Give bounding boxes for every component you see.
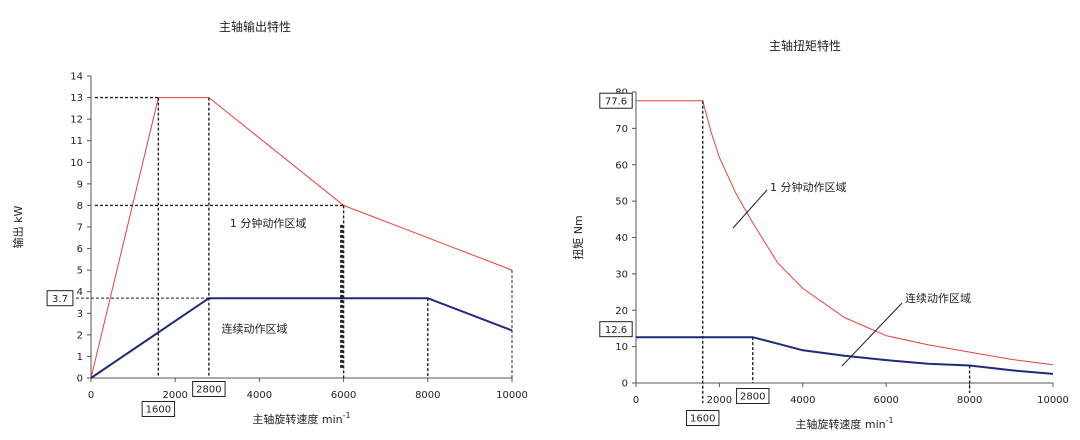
y-tick-label: 8	[77, 201, 83, 212]
boxed-value-1600: 1600	[146, 405, 171, 416]
y-tick-label: 10	[70, 158, 83, 169]
x-tick-label: 6000	[331, 390, 356, 401]
series-line-continuous	[90, 297, 513, 379]
y-tick-label: 12	[70, 115, 83, 126]
boxed-value-3-7-box	[46, 290, 74, 307]
y-tick-label: 40	[615, 233, 628, 244]
boxed-value-1600: 1600	[690, 414, 715, 425]
annotation-continuous: 连续动作区域	[905, 291, 971, 305]
series-line-short-term	[636, 100, 1054, 366]
y-tick-label: 11	[70, 136, 83, 147]
y-tick-label: 10	[615, 342, 628, 353]
y-tick-label: 0	[77, 374, 83, 385]
boxed-value-2800: 2800	[740, 392, 765, 403]
x-tick-label: 2000	[707, 395, 732, 406]
boxed-value-2800-box	[192, 381, 226, 397]
boxed-value-1600-box	[686, 410, 720, 426]
x-tick-label: 10000	[496, 390, 528, 401]
x-tick-label: 6000	[873, 395, 898, 406]
annotation-short-term: 1 分钟动作区域	[770, 180, 847, 194]
x-tick-label: 8000	[957, 395, 982, 406]
y-tick-label: 9	[77, 179, 83, 190]
y-axis-label: 输出 kW	[11, 206, 25, 249]
x-tick-label: 0	[88, 390, 94, 401]
y-tick-label: 14	[70, 72, 83, 83]
y-tick-label: 4	[77, 287, 83, 298]
y-tick-label: 7	[77, 223, 83, 234]
boxed-value-12-6: 12.6	[605, 325, 627, 336]
boxed-value-2800: 2800	[196, 385, 221, 396]
chart-title: 主轴输出特性	[219, 19, 291, 34]
annotation-short-term: 1 分钟动作区域	[230, 216, 307, 230]
x-tick-label: 0	[633, 395, 639, 406]
x-axis-label: 主轴旋转速度 min-1	[795, 416, 893, 431]
y-tick-label: 2	[77, 330, 83, 341]
x-axis-label: 主轴旋转速度 min-1	[252, 411, 350, 426]
y-tick-label: 1	[77, 352, 83, 363]
x-tick-label: 10000	[1037, 395, 1069, 406]
annotation-pointer-continuous	[841, 302, 903, 367]
chart-title: 主轴扭矩特性	[769, 38, 841, 53]
y-axis-label: 扭矩 Nm	[571, 215, 585, 259]
x-tick-label: 4000	[247, 390, 272, 401]
boxed-value-3-7: 3.7	[52, 294, 68, 305]
boxed-value-1600-box	[141, 401, 176, 417]
y-tick-label: 50	[615, 197, 628, 208]
x-tick-label: 4000	[790, 395, 815, 406]
boxed-value-77-6: 77.6	[605, 96, 627, 107]
x-tick-label: 2000	[162, 390, 187, 401]
boxed-value-2800-box	[736, 388, 770, 404]
y-tick-label: 6	[77, 244, 83, 255]
annotation-pointer-short-term	[732, 189, 768, 229]
boxed-value-77-6-box	[599, 92, 633, 109]
y-tick-label: 3	[77, 309, 83, 320]
series-line-continuous	[636, 336, 1054, 375]
y-tick-label: 20	[615, 306, 628, 317]
boxed-value-12-6-box	[599, 321, 633, 338]
y-tick-label: 5	[77, 266, 83, 277]
y-tick-label: 30	[615, 269, 628, 280]
y-tick-label: 13	[70, 93, 83, 104]
y-tick-label: 70	[615, 124, 628, 135]
y-tick-label: 0	[622, 379, 628, 390]
x-tick-label: 8000	[415, 390, 440, 401]
annotation-continuous: 连续动作区域	[222, 322, 288, 336]
y-tick-label: 60	[615, 160, 628, 171]
